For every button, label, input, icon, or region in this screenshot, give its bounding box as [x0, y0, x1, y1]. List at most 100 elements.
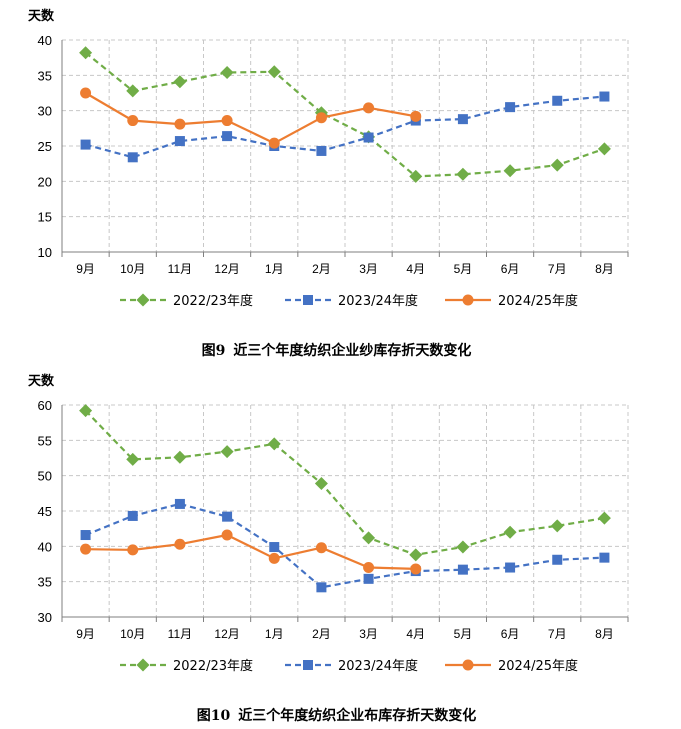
data-point [409, 548, 423, 562]
y-tick-label: 15 [38, 210, 52, 225]
chart-svg-9: 天数 10 15 20 25 30 35 40 9月 10月 11月 12月 1月 2月 3月 4月 5月 6月 7… [28, 8, 629, 309]
y-tick-label: 20 [38, 174, 52, 189]
data-point [268, 552, 280, 564]
figure-title: 近三个年度纺织企业纱库存折天数变化 [233, 343, 472, 359]
x-tick-label: 7月 [548, 627, 567, 641]
chart-svg-10: 天数 30 35 40 45 50 55 60 9月 10月 11月 12月 1月 2月 3月 4月 5月 6月 7… [28, 373, 629, 674]
series-line [84, 51, 605, 178]
legend-marker [303, 660, 313, 670]
data-point [127, 544, 139, 556]
y-tick-label: 25 [38, 139, 52, 154]
x-tick-label: 4月 [406, 262, 425, 276]
data-point [222, 511, 233, 522]
x-tick-label: 9月 [76, 627, 95, 641]
legend-marker [303, 295, 313, 305]
data-point [363, 562, 375, 574]
series-line [85, 95, 605, 159]
legend-item-2: 2023/24年度 [285, 293, 418, 309]
data-point [503, 164, 517, 178]
data-point [269, 542, 280, 553]
x-tick-label: 2月 [312, 262, 331, 276]
chart-figure-9: 天数 10 15 20 25 30 35 40 9月 10月 11月 12月 1月 2月 3月 4月 5月 6月 7… [28, 8, 629, 359]
chart-caption-10: 图10 近三个年度纺织企业布库存折天数变化 [0, 705, 681, 725]
legend-label: 2023/24年度 [338, 293, 418, 309]
legend-item-1: 2022/23年度 [120, 293, 253, 309]
data-point [173, 450, 187, 464]
data-point [505, 102, 516, 113]
legend-label: 2024/25年度 [498, 658, 578, 674]
series-3 [80, 529, 422, 575]
legend-label: 2024/25年度 [498, 293, 578, 309]
legend-marker [136, 658, 150, 672]
data-point [267, 437, 281, 451]
data-point [550, 519, 564, 533]
series-line [85, 92, 416, 145]
data-point [174, 118, 186, 130]
data-point [552, 95, 563, 106]
legend-marker [462, 659, 474, 671]
y-tick-label: 35 [38, 68, 52, 83]
legend-item-2: 2023/24年度 [285, 658, 418, 674]
y-axis-title: 天数 [28, 8, 55, 24]
x-tick-label: 2月 [312, 627, 331, 641]
data-point [456, 167, 470, 181]
chart-figure-10: 天数 30 35 40 45 50 55 60 9月 10月 11月 12月 1月 2月 3月 4月 5月 6月 7… [0, 365, 681, 729]
data-point [126, 84, 140, 98]
data-point [599, 552, 610, 563]
x-tick-label: 6月 [501, 627, 520, 641]
data-point [126, 452, 140, 466]
data-point [79, 46, 93, 60]
data-point [363, 102, 375, 114]
x-tick-label: 1月 [265, 262, 284, 276]
data-point [79, 404, 93, 418]
data-point [174, 136, 185, 147]
series-line [85, 502, 605, 589]
series-3 [80, 87, 422, 149]
data-point [362, 531, 376, 545]
y-tick-label: 60 [38, 398, 52, 413]
x-tick-label: 11月 [168, 262, 192, 276]
x-tick-label: 8月 [595, 627, 614, 641]
data-point [599, 91, 610, 102]
data-point [174, 498, 185, 509]
data-point [315, 112, 327, 124]
legend-item-1: 2022/23年度 [120, 658, 253, 674]
x-tick-label: 3月 [359, 262, 378, 276]
y-tick-label: 30 [38, 104, 52, 119]
data-point [505, 562, 516, 573]
y-tick-label: 55 [38, 433, 52, 448]
x-tick-label: 1月 [265, 627, 284, 641]
data-point [80, 139, 91, 150]
data-point [220, 445, 234, 459]
data-point [80, 530, 91, 541]
data-point [410, 563, 422, 575]
x-tick-label: 3月 [359, 627, 378, 641]
data-point [363, 132, 374, 143]
data-point [173, 75, 187, 89]
data-point [127, 115, 139, 127]
y-tick-label: 40 [38, 539, 52, 554]
y-tick-label: 30 [38, 610, 52, 625]
x-tick-label: 5月 [454, 262, 473, 276]
x-tick-label: 9月 [76, 262, 95, 276]
legend-item-3: 2024/25年度 [445, 293, 578, 309]
data-point [457, 114, 468, 125]
x-tick-label: 10月 [120, 262, 145, 276]
data-point [127, 510, 138, 521]
data-point [221, 115, 233, 127]
data-point [315, 542, 327, 554]
legend-marker [462, 294, 474, 306]
data-point [127, 152, 138, 163]
legend-item-3: 2024/25年度 [445, 658, 578, 674]
x-tick-label: 10月 [120, 627, 145, 641]
data-point [410, 110, 422, 122]
y-tick-label: 35 [38, 575, 52, 590]
x-tick-label: 7月 [548, 262, 567, 276]
data-point [316, 145, 327, 156]
data-point [316, 582, 327, 593]
data-point [80, 543, 92, 555]
data-point [220, 66, 234, 80]
figure-title: 近三个年度纺织企业布库存折天数变化 [238, 708, 477, 724]
data-point [597, 511, 611, 525]
data-point [80, 87, 92, 99]
